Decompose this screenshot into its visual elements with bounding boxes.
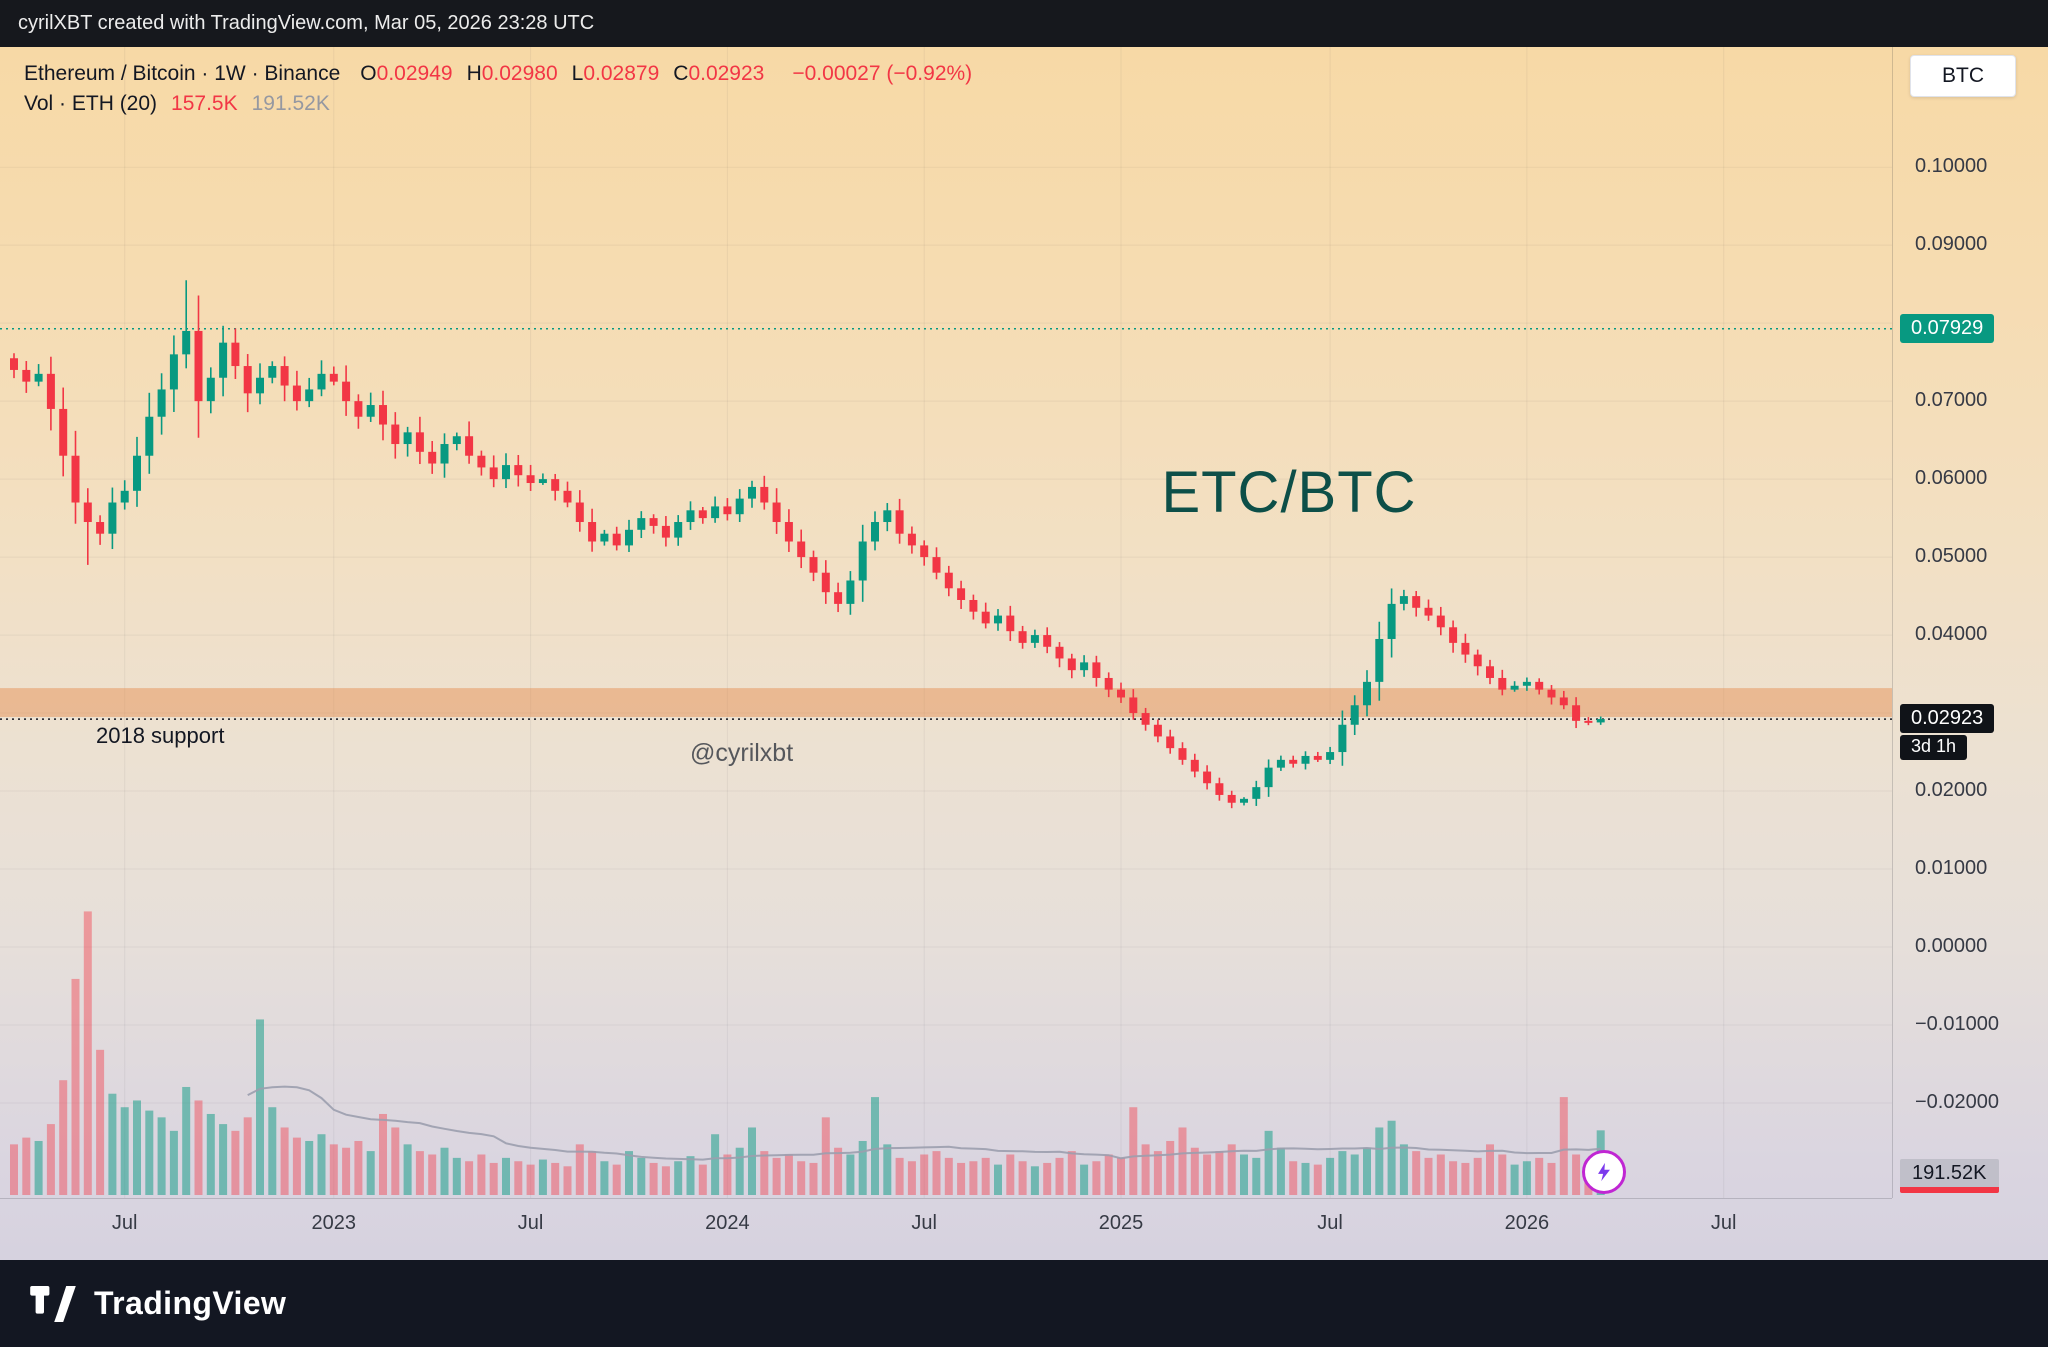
attribution-bar: cyrilXBT created with TradingView.com, M… xyxy=(0,0,2048,47)
price-tick-label: 0.04000 xyxy=(1915,623,1988,646)
attribution-text: cyrilXBT created with TradingView.com, M… xyxy=(18,12,595,34)
price-tick-label: −0.02000 xyxy=(1915,1090,1999,1113)
legend-symbol-row: Ethereum / Bitcoin · 1W · Binance O0.029… xyxy=(24,59,972,89)
ohlc-key: O xyxy=(360,62,377,85)
time-axis[interactable]: Jul 2023 Jul 2024 Jul 2025 Jul 2026 Jul xyxy=(0,1198,1892,1260)
volume-ma-line xyxy=(247,1085,1601,1161)
time-tick-label: Jul xyxy=(911,1212,937,1234)
ohlc-key: H xyxy=(466,62,482,85)
ohlc-key: C xyxy=(673,62,689,85)
volume-indicator-label[interactable]: Vol · ETH (20) xyxy=(24,92,158,115)
ohlc-key: L xyxy=(571,62,584,85)
support-annotation-label: 2018 support xyxy=(96,723,225,748)
brand-name: TradingView xyxy=(94,1285,287,1321)
support-zone-band xyxy=(0,688,1892,717)
chart-region: Ethereum / Bitcoin · 1W · Binance O0.029… xyxy=(0,47,2048,1260)
tradingview-logo-icon xyxy=(30,1285,76,1322)
time-tick-label: 2024 xyxy=(705,1212,750,1234)
author-watermark: @cyrilxbt xyxy=(690,739,794,767)
lightning-icon xyxy=(1598,1162,1610,1182)
candles-layer xyxy=(10,280,1605,809)
currency-toggle-button[interactable]: BTC xyxy=(1910,55,2016,97)
ohlc-pair: L0.02879 xyxy=(572,62,660,85)
time-tick-label: Jul xyxy=(111,1212,138,1234)
change-value: −0.00027 (−0.92%) xyxy=(792,62,973,85)
price-tick-label: 0.10000 xyxy=(1915,155,1988,178)
time-tick-label: Jul xyxy=(1710,1212,1737,1234)
price-tick-label: 0.02000 xyxy=(1915,779,1988,802)
price-tick-label: 0.09000 xyxy=(1915,233,1988,256)
ohlc-values: O0.02949 H0.02980 L0.02879 C0.02923 xyxy=(360,59,778,89)
price-axis[interactable]: 0.10000 0.09000 0.07000 0.06000 0.05000 0.040… xyxy=(1892,47,2048,1198)
flash-publish-button[interactable] xyxy=(1582,1150,1626,1194)
ohlc-value: 0.02949 xyxy=(376,62,453,85)
price-chart[interactable] xyxy=(0,47,2048,1260)
time-tick-label: 2026 xyxy=(1504,1212,1550,1234)
legend-volume-row: Vol · ETH (20) 157.5K 191.52K xyxy=(24,89,972,119)
price-tick-label: 0.00000 xyxy=(1915,935,1988,957)
price-tick-label: −0.01000 xyxy=(1915,1012,1999,1035)
volume-axis-badge: 191.52K xyxy=(1900,1159,1999,1193)
grid-layer xyxy=(0,47,1892,1198)
chart-legend: Ethereum / Bitcoin · 1W · Binance O0.029… xyxy=(24,59,972,119)
ohlc-pair: O0.02949 xyxy=(360,62,452,85)
price-tick-label: 0.07000 xyxy=(1915,389,1988,412)
time-tick-label: 2023 xyxy=(311,1212,357,1234)
price-tick-label: 0.01000 xyxy=(1915,857,1988,880)
symbol-watermark-label: ETC/BTC xyxy=(1161,460,1417,525)
level-price-badge: 0.07929 xyxy=(1900,313,1995,343)
volume-current-value: 157.5K xyxy=(171,92,238,115)
ohlc-pair: C0.02923 xyxy=(673,62,764,85)
time-tick-label: 2025 xyxy=(1098,1212,1144,1234)
volume-ma-value: 191.52K xyxy=(251,92,330,115)
ohlc-value: 0.02980 xyxy=(481,62,558,85)
symbol-title[interactable]: Ethereum / Bitcoin · 1W · Binance xyxy=(24,62,341,85)
ohlc-value: 0.02923 xyxy=(688,62,765,85)
current-price-badge: 0.02923 xyxy=(1900,704,1995,734)
ohlc-value: 0.02879 xyxy=(583,62,660,85)
time-tick-label: Jul xyxy=(517,1212,544,1234)
time-tick-label: Jul xyxy=(1317,1212,1343,1234)
footer-bar: TradingView xyxy=(0,1260,2048,1347)
price-tick-label: 0.05000 xyxy=(1915,545,1988,568)
price-tick-label: 0.06000 xyxy=(1915,467,1988,490)
volume-layer xyxy=(10,911,1605,1195)
bar-countdown-badge: 3d 1h xyxy=(1900,735,1968,761)
ohlc-pair: H0.02980 xyxy=(467,62,558,85)
